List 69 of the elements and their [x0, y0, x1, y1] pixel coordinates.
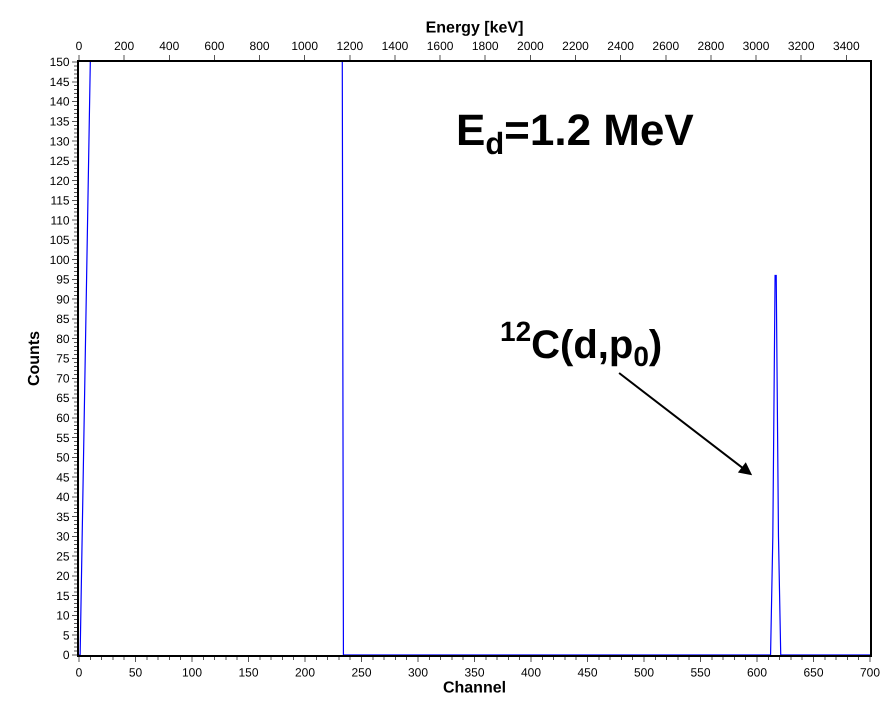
y-tick-label: 145 — [50, 74, 70, 89]
x2-tick-label: 2800 — [698, 39, 725, 54]
y-tick-label: 65 — [56, 391, 70, 406]
x-tick-label: 550 — [690, 665, 711, 680]
x-tick-label: 500 — [634, 665, 654, 680]
y-tick-label: 70 — [56, 371, 70, 386]
y-tick-label: 125 — [50, 154, 70, 168]
y-tick-label: 105 — [50, 233, 70, 248]
y-tick-label: 100 — [50, 252, 70, 267]
x2-tick-label: 3000 — [742, 39, 770, 54]
x2-tick-label: 1400 — [382, 39, 409, 54]
x-tick-label: 450 — [577, 665, 598, 680]
x2-tick-label: 2200 — [562, 39, 590, 54]
x-tick-label: 650 — [803, 665, 824, 680]
y-tick-label: 35 — [56, 510, 70, 524]
y-tick-label: 115 — [50, 194, 70, 208]
y-tick-label: 20 — [56, 569, 70, 584]
x-tick-label: 250 — [351, 665, 372, 680]
x2-tick-label: 600 — [204, 39, 225, 54]
x2-tick-label: 400 — [159, 39, 180, 54]
y-tick-label: 0 — [62, 648, 70, 662]
x2-tick-label: 3400 — [832, 39, 860, 54]
y-tick-label: 130 — [50, 134, 70, 148]
x2-tick-label: 1800 — [472, 39, 499, 54]
y-tick-label: 55 — [56, 430, 70, 445]
x2-tick-label: 2000 — [517, 39, 544, 54]
y-tick-label: 135 — [50, 114, 70, 128]
x-tick-label: 350 — [464, 665, 485, 680]
y-tick-label: 15 — [56, 588, 70, 603]
x2-tick-label: 2400 — [607, 39, 634, 54]
y-tick-label: 45 — [56, 470, 70, 484]
y-tick-label: 110 — [50, 213, 70, 228]
y-tick-label: 25 — [56, 549, 70, 564]
x2-tick-label: 0 — [76, 39, 83, 54]
annotation: $^{12}$C(d,p$_{0}$) — [500, 316, 662, 372]
y-tick-label: 95 — [56, 272, 70, 287]
y-tick-label: 140 — [50, 94, 70, 109]
x2-tick-label: 1000 — [291, 39, 318, 54]
y-tick-label: 40 — [56, 490, 70, 504]
y-tick-label: 150 — [50, 55, 70, 70]
x-tick-label: 50 — [128, 665, 142, 680]
x-axis-title: Channel — [442, 679, 506, 696]
x-tick-label: 600 — [746, 665, 768, 680]
x-tick-label: 150 — [238, 665, 259, 680]
x2-tick-label: 3200 — [788, 39, 815, 54]
y-tick-label: 85 — [56, 312, 70, 326]
x-tick-label: 200 — [294, 665, 316, 680]
x-tick-label: 700 — [860, 665, 880, 680]
y-tick-label: 10 — [56, 608, 70, 623]
x-tick-label: 100 — [182, 665, 202, 680]
x-tick-label: 400 — [520, 665, 542, 680]
x2-tick-label: 800 — [250, 39, 270, 54]
y-tick-label: 50 — [56, 450, 70, 465]
y-tick-label: 30 — [56, 530, 70, 544]
y-axis-title: Counts — [26, 330, 43, 386]
annotation: E$_{d}$=1.2 MeV — [456, 106, 694, 162]
x2-tick-label: 2600 — [652, 39, 680, 54]
x-tick-label: 0 — [76, 665, 83, 680]
y-tick-label: 90 — [56, 292, 70, 306]
y-tick-label: 120 — [50, 174, 70, 188]
x-tick-label: 300 — [408, 665, 428, 680]
y-tick-label: 75 — [56, 352, 70, 366]
x2-tick-label: 200 — [114, 39, 134, 54]
x2-tick-label: 1200 — [336, 39, 364, 54]
y-tick-label: 5 — [62, 628, 70, 642]
x2-tick-label: 1600 — [426, 39, 454, 54]
y-tick-label: 60 — [56, 411, 70, 425]
y-tick-label: 80 — [56, 332, 70, 346]
x2-axis-title: Energy [keV] — [426, 20, 524, 37]
